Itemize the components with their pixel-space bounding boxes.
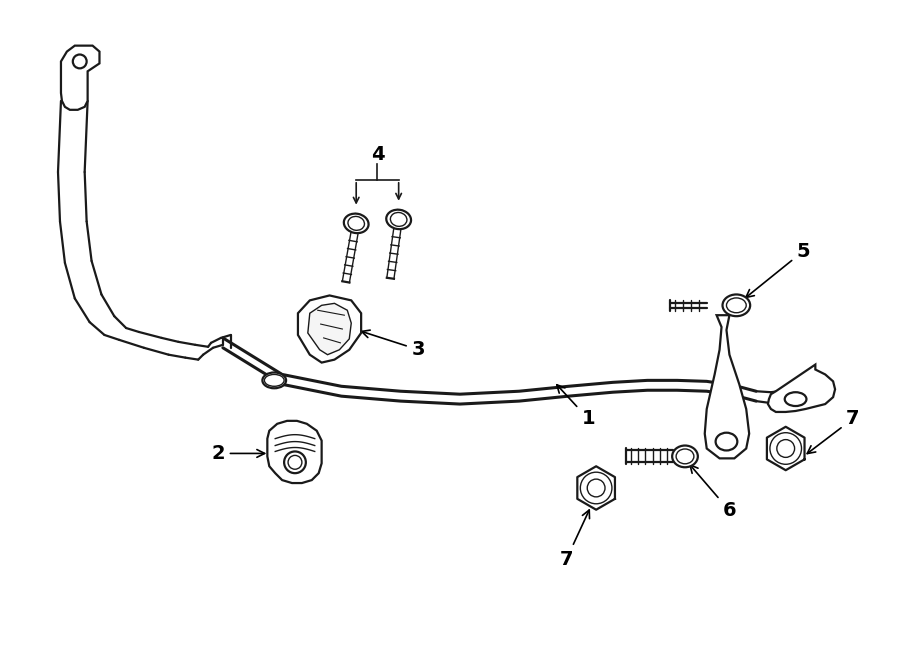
- Ellipse shape: [348, 216, 364, 230]
- Text: 3: 3: [362, 330, 425, 360]
- Ellipse shape: [672, 446, 698, 467]
- Text: 7: 7: [807, 409, 860, 453]
- Polygon shape: [298, 295, 361, 363]
- Ellipse shape: [263, 372, 286, 388]
- Circle shape: [580, 472, 612, 504]
- Text: 1: 1: [557, 385, 595, 428]
- Text: 4: 4: [371, 145, 384, 164]
- Ellipse shape: [265, 374, 284, 386]
- Ellipse shape: [344, 214, 369, 233]
- Ellipse shape: [386, 210, 411, 229]
- Text: 2: 2: [212, 444, 265, 463]
- Ellipse shape: [284, 451, 306, 473]
- Ellipse shape: [785, 392, 806, 406]
- Polygon shape: [61, 46, 100, 110]
- Polygon shape: [308, 303, 351, 355]
- Ellipse shape: [676, 449, 694, 464]
- Ellipse shape: [288, 455, 302, 469]
- Ellipse shape: [723, 294, 751, 316]
- Ellipse shape: [726, 298, 746, 313]
- Circle shape: [73, 54, 86, 68]
- Circle shape: [587, 479, 605, 497]
- Polygon shape: [705, 315, 749, 458]
- Polygon shape: [267, 421, 321, 483]
- Circle shape: [770, 433, 802, 464]
- Text: 7: 7: [560, 510, 590, 568]
- Text: 5: 5: [746, 241, 810, 297]
- Polygon shape: [768, 365, 835, 412]
- Ellipse shape: [391, 212, 407, 226]
- Text: 6: 6: [690, 465, 736, 520]
- Circle shape: [777, 440, 795, 457]
- Ellipse shape: [716, 433, 737, 450]
